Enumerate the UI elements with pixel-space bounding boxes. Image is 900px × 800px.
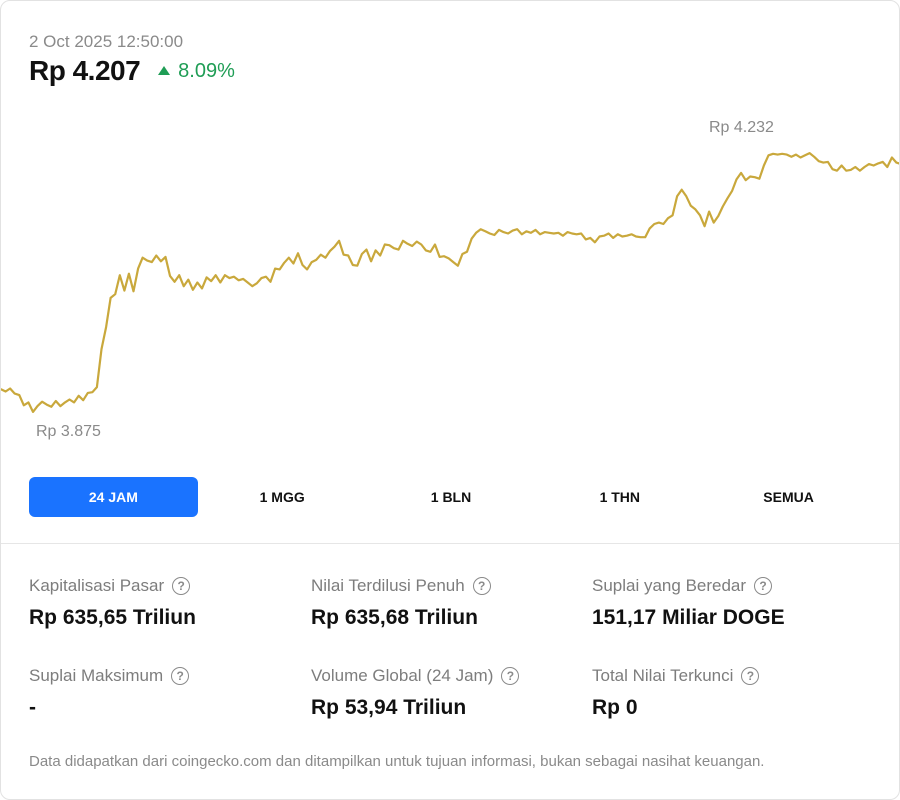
- stat-value: -: [29, 696, 36, 719]
- time-range-tabs: 24 JAM 1 MGG 1 BLN 1 THN SEMUA: [29, 477, 873, 517]
- stat-total-value-locked: Total Nilai Terkunci ? Rp 0: [592, 666, 862, 720]
- price-chart[interactable]: [1, 111, 899, 451]
- stat-label: Kapitalisasi Pasar: [29, 576, 165, 595]
- price-line-chart: [1, 152, 899, 413]
- stat-circulating-supply: Suplai yang Beredar ? 151,17 Miliar DOGE: [592, 576, 862, 630]
- help-icon[interactable]: ?: [472, 577, 491, 595]
- price-change: 8.09%: [158, 60, 235, 83]
- stat-value: Rp 53,94 Triliun: [311, 696, 467, 719]
- stat-value: Rp 635,65 Triliun: [29, 606, 196, 629]
- stat-label: Nilai Terdilusi Penuh: [311, 576, 465, 595]
- price-timestamp: 2 Oct 2025 12:50:00: [29, 32, 184, 51]
- stat-label: Suplai yang Beredar: [592, 576, 747, 595]
- stat-value: 151,17 Miliar DOGE: [592, 606, 785, 629]
- help-icon[interactable]: ?: [171, 667, 190, 685]
- stat-max-supply: Suplai Maksimum ? -: [29, 666, 299, 720]
- disclaimer-text: Data didapatkan dari coingecko.com dan d…: [29, 753, 765, 770]
- triangle-up-icon: [158, 65, 171, 75]
- help-icon[interactable]: ?: [172, 577, 191, 595]
- price-change-percent: 8.09%: [178, 59, 235, 82]
- stat-market-cap: Kapitalisasi Pasar ? Rp 635,65 Triliun: [29, 576, 299, 630]
- tab-24-jam[interactable]: 24 JAM: [29, 477, 198, 517]
- help-icon[interactable]: ?: [741, 667, 760, 685]
- stat-global-volume: Volume Global (24 Jam) ? Rp 53,94 Triliu…: [311, 666, 581, 720]
- stat-fully-diluted-value: Nilai Terdilusi Penuh ? Rp 635,68 Triliu…: [311, 576, 581, 630]
- section-divider: [1, 543, 899, 544]
- stat-value: Rp 0: [592, 696, 638, 719]
- tab-1-thn[interactable]: 1 THN: [599, 489, 641, 505]
- help-icon[interactable]: ?: [501, 667, 520, 685]
- chart-min-label: Rp 3.875: [36, 423, 101, 440]
- stat-value: Rp 635,68 Triliun: [311, 606, 478, 629]
- tab-1-mgg[interactable]: 1 MGG: [259, 489, 305, 505]
- chart-max-label: Rp 4.232: [709, 119, 774, 136]
- price-line: [1, 152, 899, 413]
- tab-1-bln[interactable]: 1 BLN: [430, 489, 472, 505]
- stat-label: Total Nilai Terkunci: [592, 666, 734, 685]
- current-price: Rp 4.207: [29, 55, 141, 86]
- stat-label: Suplai Maksimum: [29, 666, 164, 685]
- help-icon[interactable]: ?: [754, 577, 773, 595]
- price-row: Rp 4.207 8.09%: [29, 55, 235, 87]
- tab-semua[interactable]: SEMUA: [763, 489, 814, 505]
- stat-label: Volume Global (24 Jam): [311, 666, 494, 685]
